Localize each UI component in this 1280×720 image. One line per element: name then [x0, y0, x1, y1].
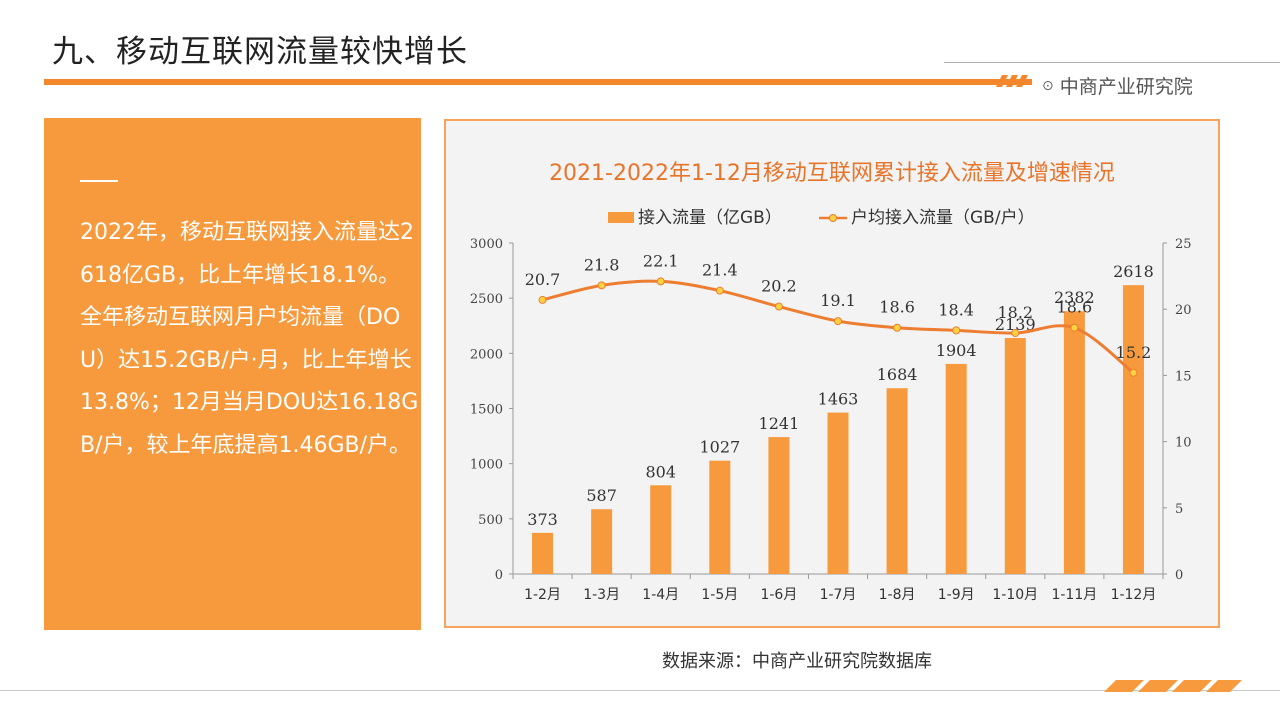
summary-text: 2022年，移动互联网接入流量达2618亿GB，比上年增长18.1%。全年移动互…: [80, 220, 419, 458]
bar-traffic: [1122, 285, 1144, 574]
line-point: [1070, 323, 1079, 332]
x-tick-label: 1-5月: [701, 587, 738, 603]
bar-traffic: [827, 412, 849, 574]
x-tick-label: 1-8月: [879, 587, 916, 603]
left-y-tick-label: 1500: [470, 403, 503, 418]
x-tick-label: 1-9月: [938, 587, 975, 603]
line-value-label: 21.4: [702, 261, 738, 280]
summary-panel: 2022年，移动互联网接入流量达2618亿GB，比上年增长18.1%。全年移动互…: [44, 118, 421, 630]
bar-value-label: 1241: [759, 414, 800, 433]
left-y-tick-label: 0: [495, 568, 503, 583]
x-tick-label: 1-12月: [1111, 587, 1157, 603]
right-y-tick-label: 15: [1175, 369, 1192, 384]
line-value-label: 18.6: [1057, 298, 1093, 317]
x-tick-label: 1-7月: [820, 587, 857, 603]
left-y-tick-label: 500: [478, 513, 503, 528]
line-value-label: 22.1: [643, 251, 679, 270]
chart-frame: 2021-2022年1-12月移动互联网累计接入流量及增速情况接入流量（亿GB）…: [444, 119, 1220, 628]
line-point: [597, 281, 606, 290]
line-point: [774, 302, 783, 311]
data-source-note: 数据来源：中商产业研究院数据库: [662, 651, 932, 672]
line-point: [715, 286, 724, 295]
bar-value-label: 1027: [699, 438, 740, 457]
page-title: 九、移动互联网流量较快增长: [52, 34, 468, 70]
bar-traffic: [591, 509, 613, 574]
right-y-tick-label: 0: [1175, 568, 1183, 583]
line-value-label: 18.4: [938, 300, 974, 319]
bar-value-label: 1684: [877, 365, 918, 384]
bar-value-label: 2382: [1054, 288, 1095, 307]
left-y-tick-label: 3000: [470, 237, 503, 252]
x-tick-label: 1-10月: [992, 587, 1038, 603]
line-value-label: 20.7: [525, 270, 561, 289]
target-icon: ⊙: [1042, 77, 1054, 94]
bar-traffic: [945, 363, 967, 574]
bar-value-label: 1463: [818, 390, 859, 409]
bar-traffic: [1004, 337, 1026, 574]
line-point: [656, 277, 665, 286]
right-y-tick-label: 10: [1175, 436, 1192, 451]
bar-traffic: [1063, 311, 1085, 574]
line-value-label: 19.1: [820, 291, 856, 310]
panel-dash-divider: [80, 180, 118, 182]
right-y-tick-label: 5: [1175, 502, 1183, 517]
line-point: [1129, 368, 1138, 377]
chart-title: 2021-2022年1-12月移动互联网累计接入流量及增速情况: [549, 161, 1115, 186]
bar-traffic: [886, 388, 908, 574]
line-value-label: 18.2: [997, 303, 1033, 322]
legend-bar-swatch: [608, 212, 634, 223]
corner-stripe-decoration: [1104, 680, 1242, 692]
bar-value-label: 2139: [995, 315, 1036, 334]
x-tick-label: 1-4月: [642, 587, 679, 603]
bar-value-label: 587: [586, 486, 617, 505]
left-y-tick-label: 2500: [470, 292, 503, 307]
chart-canvas: 2021-2022年1-12月移动互联网累计接入流量及增速情况接入流量（亿GB）…: [470, 161, 1192, 603]
left-y-tick-label: 1000: [470, 458, 503, 473]
x-tick-label: 1-3月: [583, 587, 620, 603]
line-value-label: 21.8: [584, 255, 620, 274]
bar-value-label: 1904: [936, 341, 977, 360]
brand-name: 中商产业研究院: [1059, 76, 1193, 98]
bar-traffic: [709, 460, 731, 574]
bar-value-label: 2618: [1113, 262, 1154, 281]
line-point: [538, 295, 547, 304]
line-point: [834, 317, 842, 326]
line-value-label: 18.6: [879, 298, 915, 317]
x-tick-label: 1-11月: [1051, 587, 1097, 603]
right-y-tick-label: 25: [1175, 237, 1192, 252]
right-y-tick-label: 20: [1175, 303, 1192, 318]
title-underline: [44, 79, 1032, 85]
legend-line-label: 户均接入流量（GB/户）: [851, 208, 1035, 228]
brand-label: ⊙ 中商产业研究院: [1042, 72, 1193, 99]
x-tick-label: 1-6月: [760, 587, 797, 603]
bar-value-label: 804: [645, 462, 676, 481]
line-point: [1011, 329, 1020, 338]
stripe-decoration: [996, 75, 1028, 87]
bar-traffic: [532, 532, 554, 574]
x-tick-label: 1-2月: [524, 587, 561, 603]
header-thin-rule: [944, 62, 1280, 63]
left-y-tick-label: 2000: [470, 347, 503, 362]
bar-value-label: 373: [527, 510, 558, 529]
bar-traffic: [768, 437, 790, 574]
line-point: [893, 323, 902, 332]
line-value-label: 15.2: [1116, 343, 1152, 362]
line-value-label: 20.2: [761, 277, 797, 296]
legend-line-marker: [829, 214, 837, 222]
line-point: [952, 326, 961, 335]
legend-bar-label: 接入流量（亿GB）: [638, 208, 782, 228]
bar-traffic: [650, 485, 672, 574]
footer-rule: [0, 690, 1280, 691]
